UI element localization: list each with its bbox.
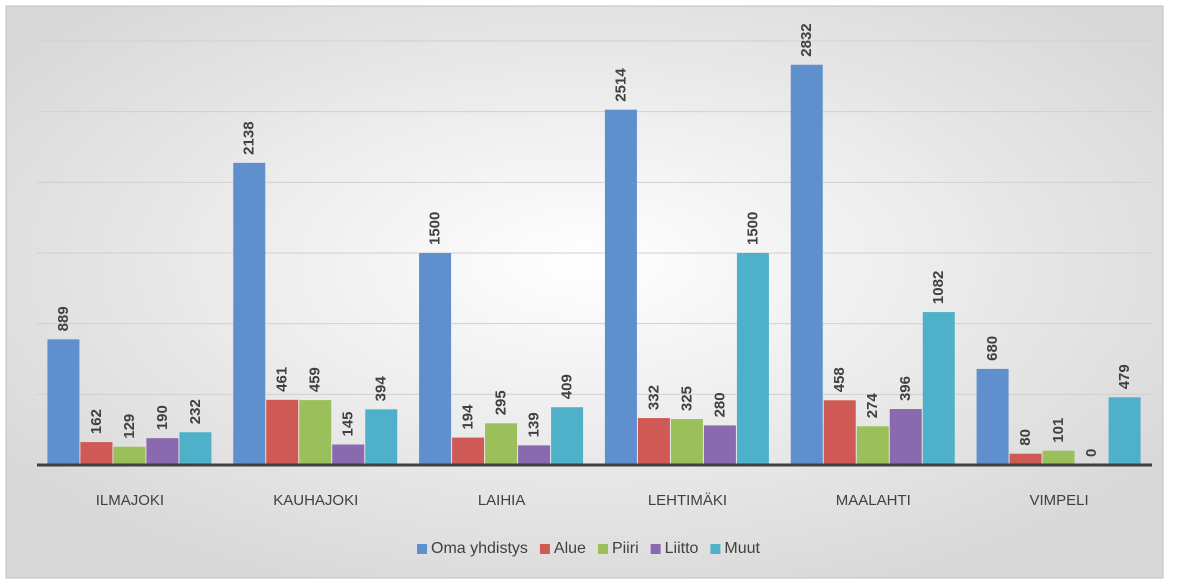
bar [856,426,889,465]
value-label: 459 [307,367,324,392]
value-label: 396 [897,376,914,401]
legend-swatch [597,544,608,554]
bar [1042,450,1075,465]
legend-swatch [539,544,550,554]
legend-swatch [650,544,661,554]
bar [518,445,551,465]
value-label: 1500 [744,212,761,245]
value-label: 162 [88,409,105,434]
bar [80,442,113,465]
bar [1108,397,1141,465]
legend-label: Piiri [612,540,639,557]
bar [922,312,955,465]
legend-label: Liitto [665,540,699,557]
bar [233,162,266,465]
value-label: 680 [984,336,1001,361]
bar [604,109,637,466]
bar [485,423,518,465]
x-tick-label: LAIHIA [478,492,526,509]
value-label: 332 [645,385,662,410]
value-label: 129 [121,414,138,439]
value-label: 280 [711,392,728,417]
plot-area: ILMAJOKI 889 162 129 190 232 KAUHAJOKI 2138 461 4… [37,23,1152,557]
value-label: 274 [864,393,881,419]
value-label: 295 [493,390,510,415]
value-label: 232 [187,399,204,424]
bar [332,444,365,465]
value-label: 461 [274,367,291,392]
bar [113,446,146,465]
bar [551,407,584,465]
value-label: 458 [831,367,848,392]
bar [266,399,299,465]
value-label: 194 [460,404,477,430]
x-tick-label: KAUHAJOKI [273,492,358,509]
bar [976,368,1009,465]
value-label: 2138 [241,121,258,154]
value-label: 0 [1083,449,1100,457]
x-tick-label: VIMPELI [1029,492,1088,509]
value-label: 190 [154,405,171,430]
x-tick-label: ILMAJOKI [96,492,164,509]
bar [703,425,736,465]
bar [452,437,485,465]
bar [365,409,398,465]
bar [146,438,179,465]
value-label: 394 [373,376,390,402]
value-label: 139 [526,412,543,437]
value-label: 325 [678,386,695,411]
legend-label: Alue [554,540,586,557]
bar [889,409,922,465]
bar [670,419,703,465]
value-label: 2832 [798,23,815,56]
bar [1009,453,1042,465]
value-label: 479 [1116,364,1133,389]
bar [823,400,856,465]
value-label: 145 [340,411,357,436]
x-tick-label: MAALAHTI [836,492,911,509]
value-label: 101 [1050,418,1067,443]
legend-swatch [417,544,427,554]
value-label: 1082 [930,271,947,304]
bar [736,253,769,465]
value-label: 2514 [612,68,629,102]
chart-background [5,5,1164,579]
x-tick-label: LEHTIMÄKI [648,492,727,509]
value-label: 409 [559,374,576,399]
bar [637,418,670,465]
value-label: 1500 [427,212,444,245]
bar [790,64,823,465]
legend-swatch [710,544,721,554]
legend-label: Oma yhdistys [431,540,528,557]
bar [179,432,212,465]
legend-label: Muut [724,540,760,557]
bar [419,253,452,465]
bar [47,339,80,465]
bar [299,400,332,465]
value-label: 80 [1017,429,1034,446]
value-label: 889 [55,306,72,331]
